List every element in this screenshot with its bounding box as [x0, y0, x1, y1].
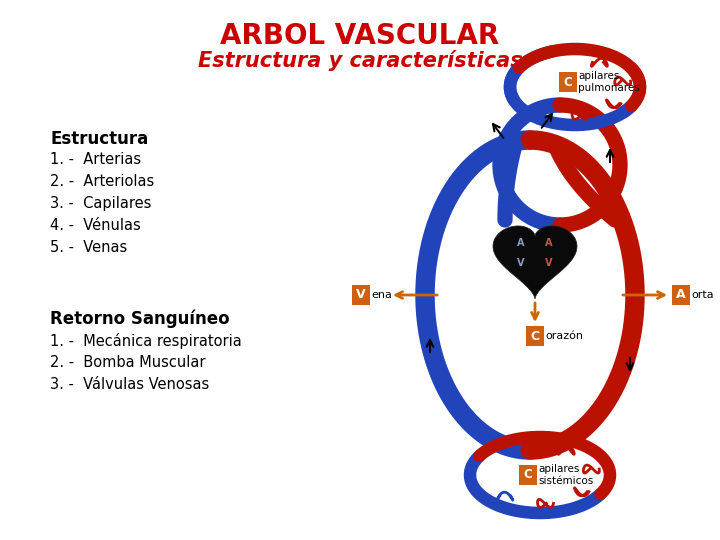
Polygon shape	[493, 226, 577, 299]
Text: Estructura y características: Estructura y características	[198, 50, 522, 71]
Text: A: A	[517, 238, 525, 248]
Text: ena: ena	[371, 290, 392, 300]
Text: ARBOL VASCULAR: ARBOL VASCULAR	[220, 22, 500, 50]
Text: Retorno Sanguíneo: Retorno Sanguíneo	[50, 310, 230, 328]
FancyBboxPatch shape	[526, 326, 544, 346]
Text: C: C	[531, 329, 539, 342]
Text: A: A	[676, 288, 686, 301]
Text: 2. -  Bomba Muscular: 2. - Bomba Muscular	[50, 355, 205, 370]
Text: A: A	[545, 238, 553, 248]
FancyBboxPatch shape	[559, 72, 577, 92]
FancyBboxPatch shape	[352, 285, 370, 305]
Text: V: V	[517, 258, 525, 268]
FancyBboxPatch shape	[672, 285, 690, 305]
Text: 3. -  Válvulas Venosas: 3. - Válvulas Venosas	[50, 377, 210, 392]
Text: V: V	[545, 258, 553, 268]
Text: orta: orta	[691, 290, 714, 300]
Text: C: C	[564, 76, 572, 89]
Text: 2. -  Arteriolas: 2. - Arteriolas	[50, 174, 154, 189]
Text: 5. -  Venas: 5. - Venas	[50, 240, 127, 255]
Text: C: C	[523, 469, 532, 482]
Text: Estructura: Estructura	[50, 130, 148, 148]
Text: 4. -  Vénulas: 4. - Vénulas	[50, 218, 140, 233]
Text: orazón: orazón	[545, 331, 583, 341]
Text: apilares
pulmonares: apilares pulmonares	[578, 71, 640, 93]
Text: 1. -  Mecánica respiratoria: 1. - Mecánica respiratoria	[50, 333, 242, 349]
Text: 3. -  Capilares: 3. - Capilares	[50, 196, 151, 211]
FancyBboxPatch shape	[519, 465, 537, 485]
Text: apilares
sistémicos: apilares sistémicos	[538, 464, 593, 486]
Text: 1. -  Arterias: 1. - Arterias	[50, 152, 141, 167]
Text: V: V	[356, 288, 366, 301]
